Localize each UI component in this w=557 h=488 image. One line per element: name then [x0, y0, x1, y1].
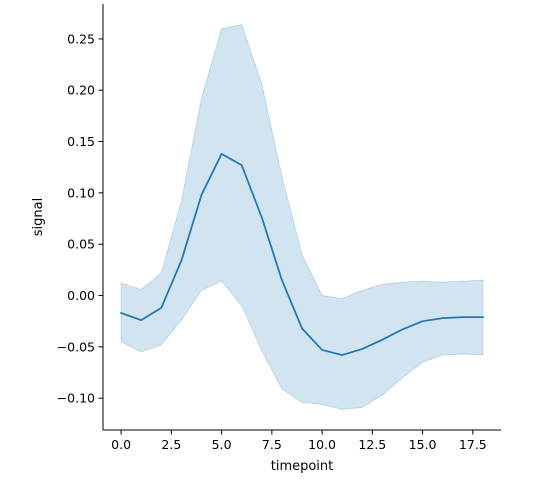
x-tick-label: 15.0 — [409, 437, 437, 452]
x-axis-ticks: 0.0 2.5 5.0 7.5 10.0 12.5 15.0 17.5 — [111, 430, 487, 452]
confidence-band — [120, 23, 484, 410]
y-tick-label: 0.00 — [67, 288, 95, 303]
y-tick-label: 0.15 — [67, 134, 95, 149]
x-tick-label: 0.0 — [111, 437, 131, 452]
x-tick-label: 2.5 — [161, 437, 181, 452]
y-tick-label: 0.10 — [67, 185, 95, 200]
series-line — [119, 152, 484, 356]
x-tick-label: 12.5 — [358, 437, 386, 452]
y-tick-label: 0.20 — [67, 83, 95, 98]
y-tick-label: −0.05 — [57, 339, 95, 354]
x-tick-label: 17.5 — [459, 437, 487, 452]
y-tick-label: −0.10 — [57, 391, 95, 406]
x-tick-label: 10.0 — [308, 437, 336, 452]
y-axis-label: signal — [31, 198, 46, 236]
y-tick-label: 0.25 — [67, 31, 95, 46]
plot-area — [119, 23, 484, 410]
x-axis-label: timepoint — [271, 459, 334, 474]
y-tick-label: 0.05 — [67, 237, 95, 252]
y-axis-ticks: −0.10 −0.05 0.00 0.05 0.10 0.15 0.20 0.25 — [57, 31, 103, 406]
x-tick-label: 5.0 — [212, 437, 232, 452]
x-tick-label: 7.5 — [262, 437, 282, 452]
